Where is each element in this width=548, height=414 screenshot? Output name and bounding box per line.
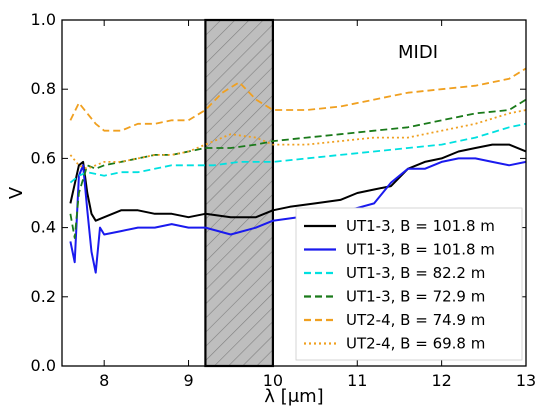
legend-label-6: UT2-4, B = 69.8 m (346, 335, 485, 353)
legend-label-4: UT1-3, B = 72.9 m (346, 288, 485, 306)
y-tick-label: 1.0 (31, 10, 56, 29)
tick-layer: 8 9 10 11 12 13 0.0 0.2 0.4 0.6 0.8 1.0 (31, 10, 537, 390)
series-line-1 (69, 143, 526, 222)
legend-label-2: UT1-3, B = 101.8 m (346, 241, 495, 259)
y-tick-label: 0.2 (31, 287, 56, 306)
shaded-band (204, 18, 275, 368)
legend-label-3: UT1-3, B = 82.2 m (346, 264, 485, 282)
series-layer (69, 67, 526, 274)
x-tick-label: 8 (99, 371, 109, 390)
legend-label-1: UT1-3, B = 101.8 m (346, 217, 495, 235)
series-line-3 (69, 122, 526, 184)
x-tick-label: 12 (431, 371, 451, 390)
legend: UT1-3, B = 101.8 m UT1-3, B = 101.8 m UT1-… (295, 207, 523, 361)
y-tick-label: 0.0 (31, 356, 56, 375)
y-axis-label: V (6, 186, 27, 199)
x-axis-label: λ [μm] (264, 386, 323, 407)
x-tick-label: 11 (347, 371, 367, 390)
legend-label-5: UT2-4, B = 74.9 m (346, 311, 485, 329)
legend-box (295, 207, 523, 361)
shaded-band-layer (204, 18, 275, 368)
y-tick-label: 0.6 (31, 148, 56, 167)
chart-annotation: MIDI (398, 42, 438, 63)
series-line-4 (69, 98, 526, 239)
y-tick-label: 0.4 (31, 218, 56, 237)
plot-frame (61, 19, 527, 367)
x-tick-label: 10 (263, 371, 283, 390)
x-tick-label: 13 (516, 371, 536, 390)
y-tick-label: 0.8 (31, 79, 56, 98)
series-line-6 (69, 109, 526, 170)
x-tick-label: 9 (183, 371, 193, 390)
series-line-2 (69, 157, 526, 274)
series-line-5 (69, 67, 526, 132)
